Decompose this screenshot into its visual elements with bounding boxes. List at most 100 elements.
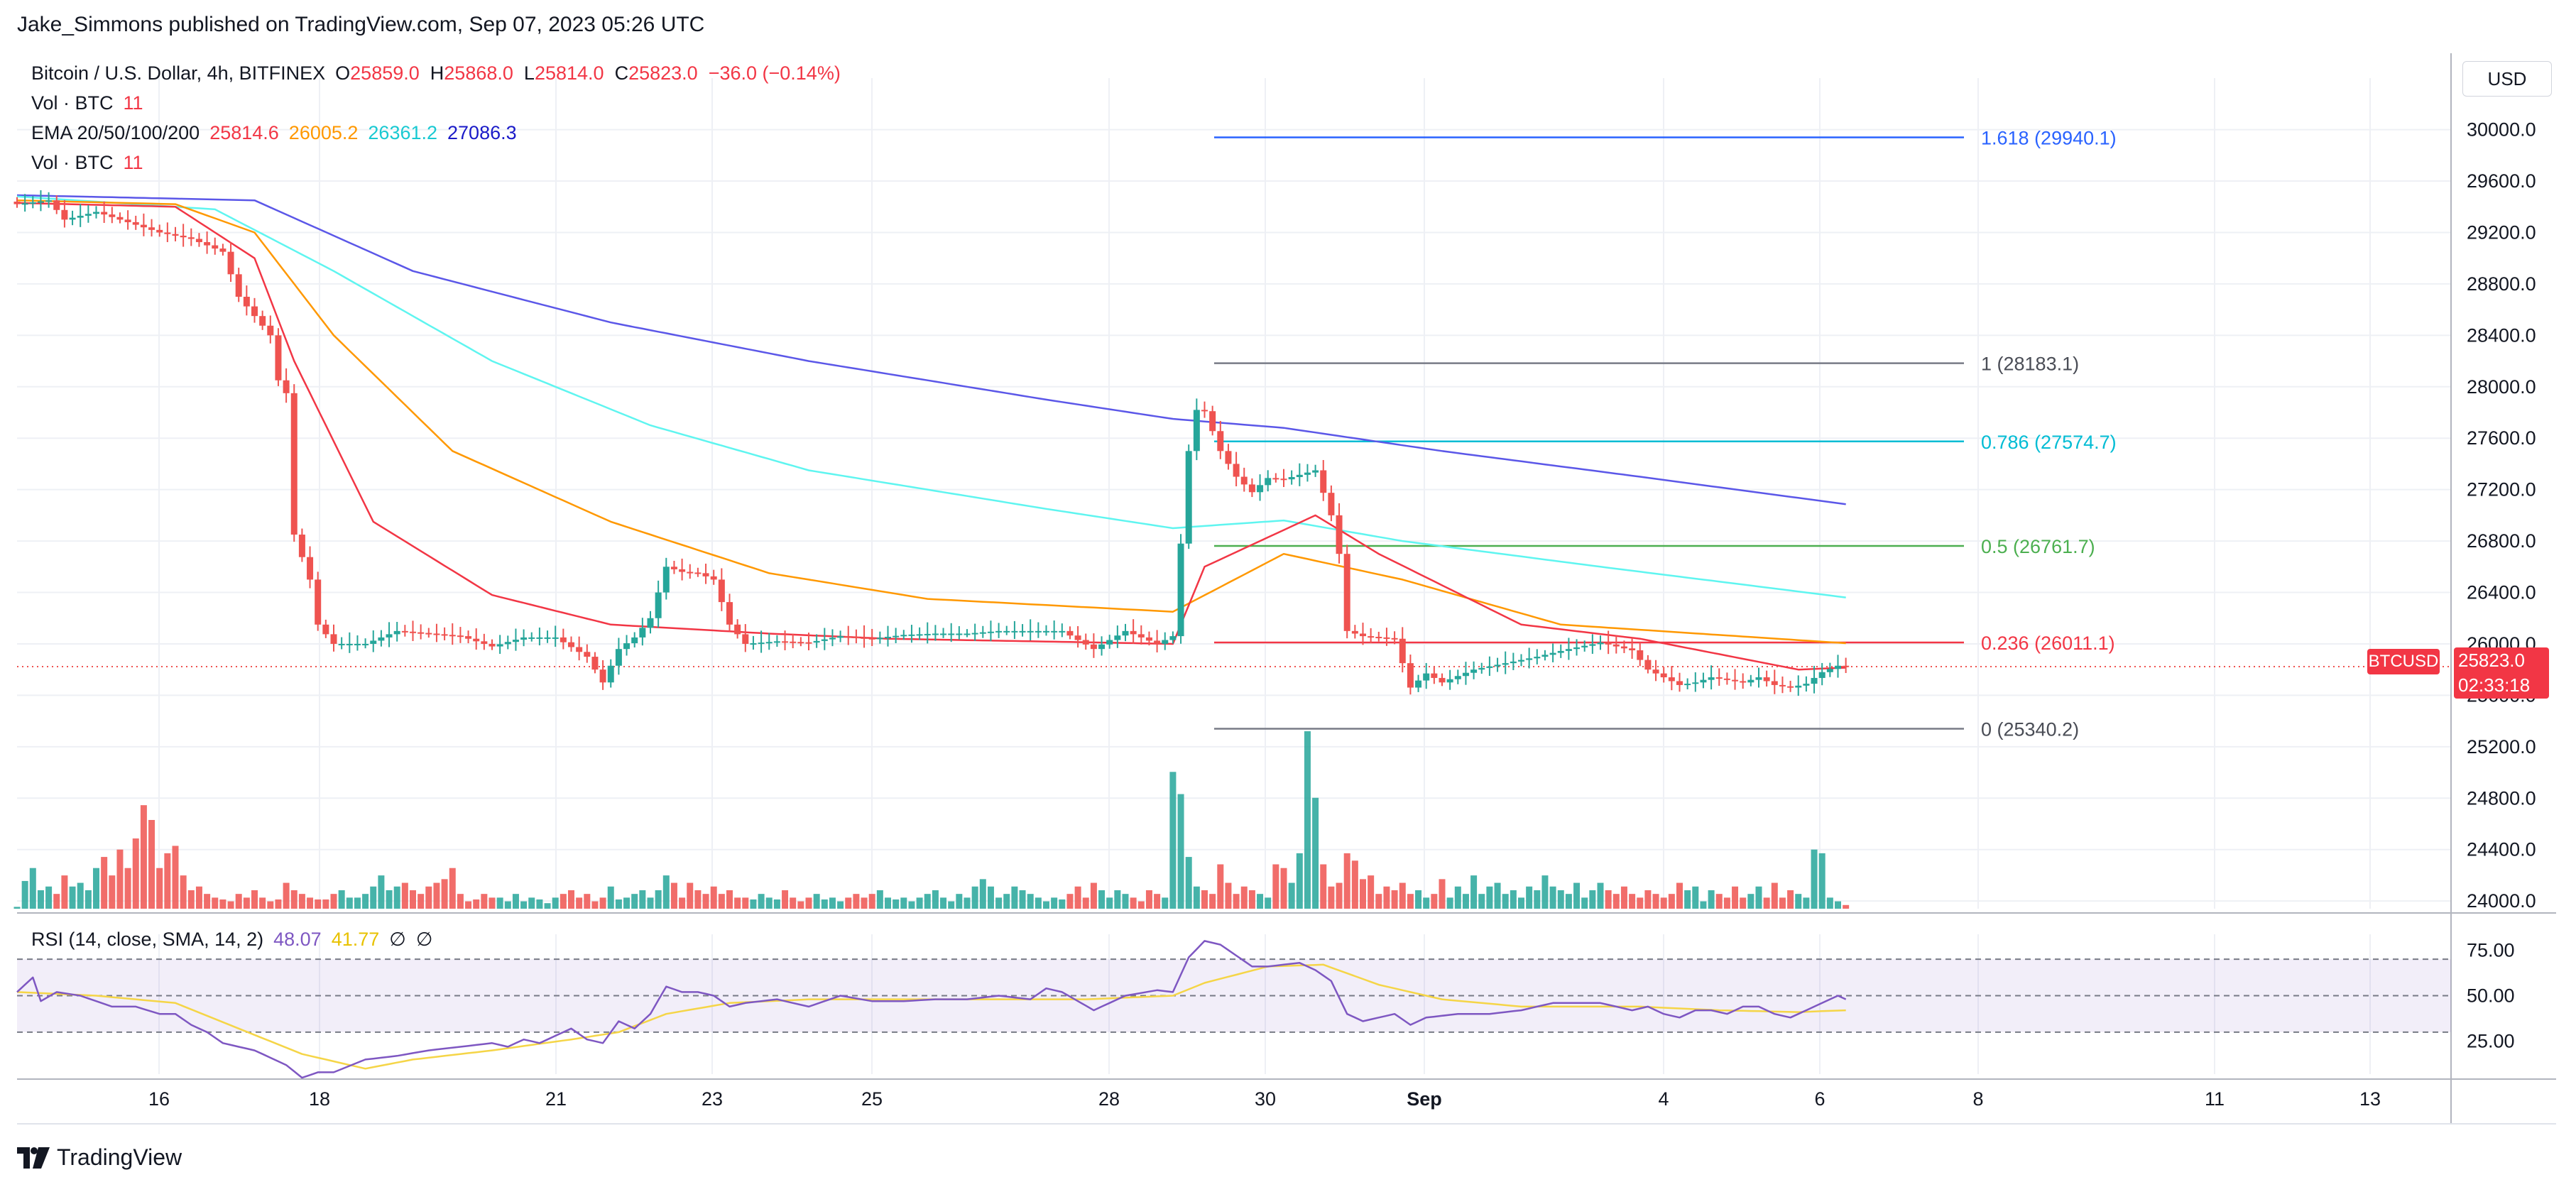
candle-body	[790, 641, 797, 643]
candle-body	[536, 637, 543, 639]
candle-body	[180, 235, 187, 238]
candle-body	[1755, 677, 1762, 680]
volume-bar	[1644, 890, 1652, 909]
volume-bar	[1399, 882, 1406, 909]
symbol-legend[interactable]: Bitcoin / U.S. Dollar, 4h, BITFINEX O 258…	[31, 62, 841, 84]
candle-body	[1811, 677, 1818, 684]
candle-body	[212, 245, 219, 249]
volume-bar	[1360, 879, 1366, 909]
rsi-tick-label: 50.00	[2467, 985, 2515, 1007]
volume-bar	[346, 897, 353, 909]
volume-bar	[1328, 886, 1335, 909]
volume-bar	[1185, 857, 1192, 909]
volume-bar	[1755, 886, 1762, 909]
candle-body	[1676, 681, 1683, 685]
volume-bar	[1573, 882, 1581, 909]
volume-bar	[393, 886, 400, 909]
candle-body	[568, 642, 574, 647]
volume-bar	[1446, 897, 1453, 909]
volume-bar	[489, 897, 496, 909]
volume-bar	[290, 890, 298, 909]
candle-body	[1826, 669, 1833, 672]
x-tick-label: 21	[545, 1088, 567, 1110]
candle-body	[1415, 680, 1422, 688]
volume-bar	[1391, 890, 1398, 909]
rsi-legend[interactable]: RSI (14, close, SMA, 14, 2) 48.07 41.77 …	[31, 929, 432, 951]
candle-body	[410, 631, 416, 633]
candle-body	[1612, 644, 1620, 647]
candle-body	[1351, 630, 1358, 634]
candle-body	[504, 642, 511, 645]
candle-body	[742, 634, 749, 644]
volume-bar	[496, 897, 503, 909]
candle-body	[979, 632, 986, 634]
symbol-name[interactable]: Bitcoin / U.S. Dollar, 4h, BITFINEX	[31, 62, 326, 84]
candle-body	[520, 637, 528, 640]
volume-bar	[773, 899, 780, 909]
volume-bar	[212, 897, 219, 909]
volume-legend[interactable]: Vol · BTC 11	[31, 92, 143, 114]
open-label: O	[335, 62, 351, 84]
volume-bar	[21, 880, 28, 909]
ema-legend[interactable]: EMA 20/50/100/200 25814.6 26005.2 26361.…	[31, 122, 517, 144]
candle-body	[370, 640, 377, 644]
volume-bar	[362, 894, 369, 909]
candle-body	[441, 634, 448, 636]
candle-body	[805, 642, 812, 644]
tradingview-logo[interactable]: TradingView	[17, 1144, 182, 1171]
tradingview-brand: TradingView	[57, 1144, 182, 1170]
volume-bar	[410, 890, 416, 909]
volume-bar	[662, 875, 670, 909]
candle-body	[576, 647, 583, 652]
candle-body	[821, 639, 828, 641]
high-label: H	[430, 62, 444, 84]
candle-body	[290, 393, 298, 535]
ema50-line	[16, 199, 1846, 645]
volume-bar	[124, 868, 131, 909]
candle-body	[1090, 644, 1097, 650]
volume-bar	[449, 868, 456, 909]
candle-body	[908, 634, 915, 636]
candle-body	[726, 602, 733, 625]
y-tick-label: 26800.0	[2467, 530, 2536, 552]
volume-bar	[1723, 897, 1730, 909]
volume-value-2: 11	[123, 152, 143, 173]
volume-bar	[1652, 894, 1659, 909]
candle-body	[1383, 637, 1390, 639]
volume-bar	[1700, 901, 1707, 909]
candle-body	[584, 652, 591, 657]
volume-bar	[109, 875, 116, 909]
x-tick-label: 11	[2205, 1088, 2225, 1110]
y-tick-label: 28000.0	[2467, 376, 2536, 398]
volume-bar	[790, 897, 797, 909]
candle-body	[1549, 652, 1556, 655]
candle-body	[1637, 650, 1644, 660]
candle-body	[21, 203, 28, 205]
fib-level-label: 0.236 (26011.1)	[1981, 633, 2115, 654]
currency-button[interactable]: USD	[2462, 61, 2552, 97]
volume-bar	[53, 894, 60, 909]
low-value: 25814.0	[534, 62, 604, 84]
x-tick-label: 4	[1658, 1088, 1669, 1110]
candle-body	[53, 200, 60, 210]
candle-body	[386, 634, 393, 638]
candle-body	[750, 643, 757, 645]
volume-bar	[1763, 897, 1770, 909]
y-tick-label: 27600.0	[2467, 427, 2536, 449]
candle-body	[932, 633, 939, 635]
candle-body	[1581, 645, 1588, 647]
volume-legend-2[interactable]: Vol · BTC 11	[31, 152, 143, 174]
x-tick-label: 18	[309, 1088, 330, 1110]
volume-bar	[1106, 897, 1113, 909]
volume-bar	[386, 890, 393, 909]
candle-body	[655, 592, 662, 618]
volume-bar	[528, 897, 535, 909]
volume-bar	[84, 890, 92, 909]
candle-body	[1035, 630, 1042, 633]
candle-body	[1265, 478, 1272, 486]
candle-body	[679, 569, 686, 572]
candle-body	[1106, 640, 1113, 645]
candle-body	[401, 630, 408, 633]
volume-bar	[734, 897, 741, 909]
